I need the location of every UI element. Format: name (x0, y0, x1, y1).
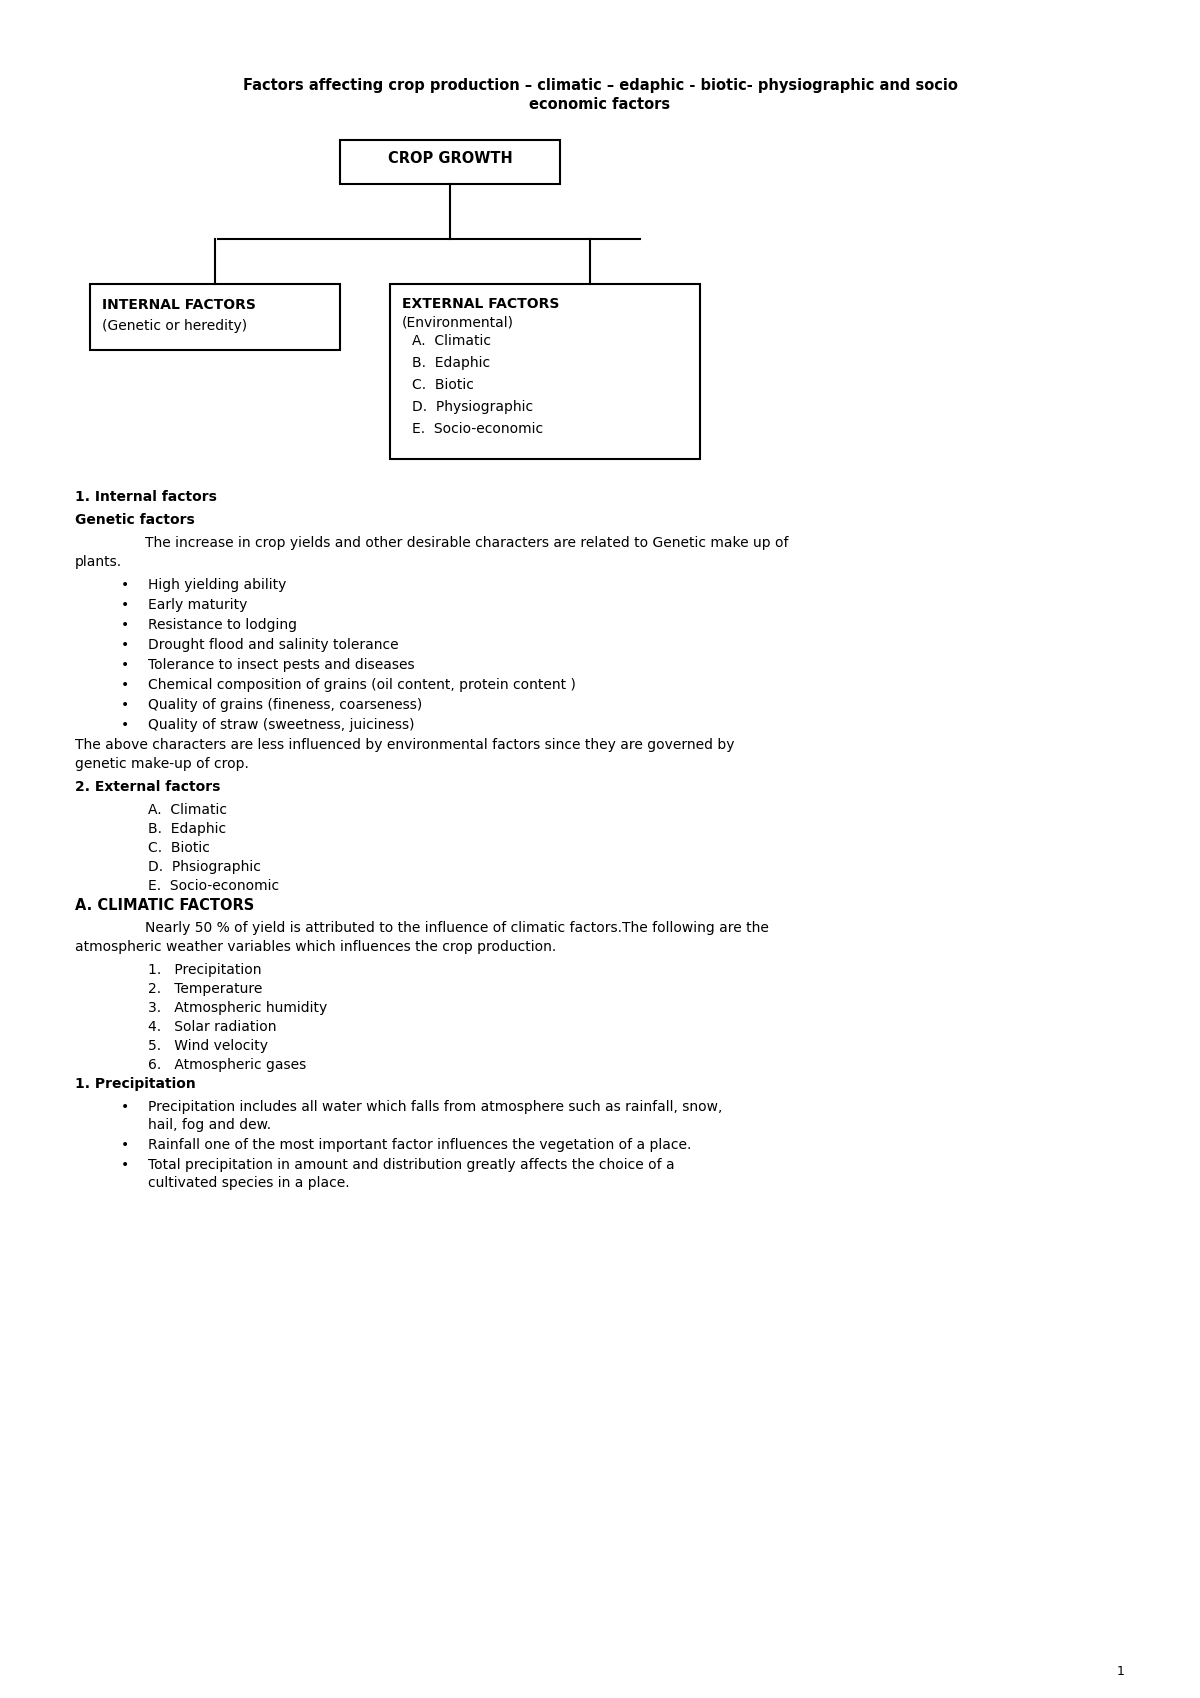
Text: Precipitation includes all water which falls from atmosphere such as rainfall, s: Precipitation includes all water which f… (148, 1100, 722, 1114)
Text: 4.   Solar radiation: 4. Solar radiation (148, 1020, 276, 1034)
Bar (90, 284, 340, 350)
Text: Factors affecting crop production – climatic – edaphic - biotic- physiographic a: Factors affecting crop production – clim… (242, 78, 958, 93)
Text: (Environmental): (Environmental) (402, 316, 514, 329)
Text: Quality of grains (fineness, coarseness): Quality of grains (fineness, coarseness) (148, 698, 422, 711)
Text: 1. Precipitation: 1. Precipitation (74, 1077, 196, 1092)
Text: Resistance to lodging: Resistance to lodging (148, 618, 298, 632)
Text: 2. External factors: 2. External factors (74, 779, 221, 795)
Text: The above characters are less influenced by environmental factors since they are: The above characters are less influenced… (74, 739, 734, 752)
Text: •: • (121, 678, 130, 693)
Text: Genetic factors: Genetic factors (74, 513, 194, 526)
Text: A.  Climatic: A. Climatic (412, 335, 491, 348)
Text: B.  Edaphic: B. Edaphic (148, 822, 226, 835)
Text: Chemical composition of grains (oil content, protein content ): Chemical composition of grains (oil cont… (148, 678, 576, 693)
Text: cultivated species in a place.: cultivated species in a place. (148, 1177, 349, 1190)
Text: 1.   Precipitation: 1. Precipitation (148, 963, 262, 976)
Text: 2.   Temperature: 2. Temperature (148, 981, 263, 997)
Text: •: • (121, 718, 130, 732)
Text: E.  Socio-economic: E. Socio-economic (412, 423, 544, 436)
Text: EXTERNAL FACTORS: EXTERNAL FACTORS (402, 297, 559, 311)
Text: Nearly 50 % of yield is attributed to the influence of climatic factors.The foll: Nearly 50 % of yield is attributed to th… (145, 920, 769, 936)
Text: •: • (121, 1138, 130, 1151)
Text: genetic make-up of crop.: genetic make-up of crop. (74, 757, 248, 771)
Text: (Genetic or heredity): (Genetic or heredity) (102, 319, 247, 333)
Text: 3.   Atmospheric humidity: 3. Atmospheric humidity (148, 1002, 328, 1015)
Text: D.  Phsiographic: D. Phsiographic (148, 859, 260, 874)
Text: plants.: plants. (74, 555, 122, 569)
Bar (340, 139, 560, 183)
Text: hail, fog and dew.: hail, fog and dew. (148, 1117, 271, 1133)
Text: •: • (121, 598, 130, 611)
Text: Quality of straw (sweetness, juiciness): Quality of straw (sweetness, juiciness) (148, 718, 414, 732)
Text: 5.   Wind velocity: 5. Wind velocity (148, 1039, 268, 1053)
Text: Tolerance to insect pests and diseases: Tolerance to insect pests and diseases (148, 659, 415, 672)
Text: atmospheric weather variables which influences the crop production.: atmospheric weather variables which infl… (74, 941, 557, 954)
Text: 1. Internal factors: 1. Internal factors (74, 491, 217, 504)
Text: •: • (121, 638, 130, 652)
Text: C.  Biotic: C. Biotic (412, 379, 474, 392)
Text: economic factors: economic factors (529, 97, 671, 112)
Text: B.  Edaphic: B. Edaphic (412, 357, 490, 370)
Text: •: • (121, 659, 130, 672)
Text: Early maturity: Early maturity (148, 598, 247, 611)
Text: D.  Physiographic: D. Physiographic (412, 401, 533, 414)
Text: INTERNAL FACTORS: INTERNAL FACTORS (102, 299, 256, 312)
Text: •: • (121, 1158, 130, 1172)
Text: Drought flood and salinity tolerance: Drought flood and salinity tolerance (148, 638, 398, 652)
Text: A.  Climatic: A. Climatic (148, 803, 227, 817)
Text: 1: 1 (1117, 1666, 1126, 1678)
Bar (390, 284, 700, 458)
Text: 6.   Atmospheric gases: 6. Atmospheric gases (148, 1058, 306, 1071)
Text: Rainfall one of the most important factor influences the vegetation of a place.: Rainfall one of the most important facto… (148, 1138, 691, 1151)
Text: A. CLIMATIC FACTORS: A. CLIMATIC FACTORS (74, 898, 254, 914)
Text: CROP GROWTH: CROP GROWTH (388, 151, 512, 165)
Text: The increase in crop yields and other desirable characters are related to Geneti: The increase in crop yields and other de… (145, 537, 788, 550)
Text: •: • (121, 1100, 130, 1114)
Text: •: • (121, 698, 130, 711)
Text: High yielding ability: High yielding ability (148, 577, 287, 593)
Text: C.  Biotic: C. Biotic (148, 841, 210, 856)
Text: Total precipitation in amount and distribution greatly affects the choice of a: Total precipitation in amount and distri… (148, 1158, 674, 1172)
Text: •: • (121, 618, 130, 632)
Text: •: • (121, 577, 130, 593)
Text: E.  Socio-economic: E. Socio-economic (148, 880, 280, 893)
